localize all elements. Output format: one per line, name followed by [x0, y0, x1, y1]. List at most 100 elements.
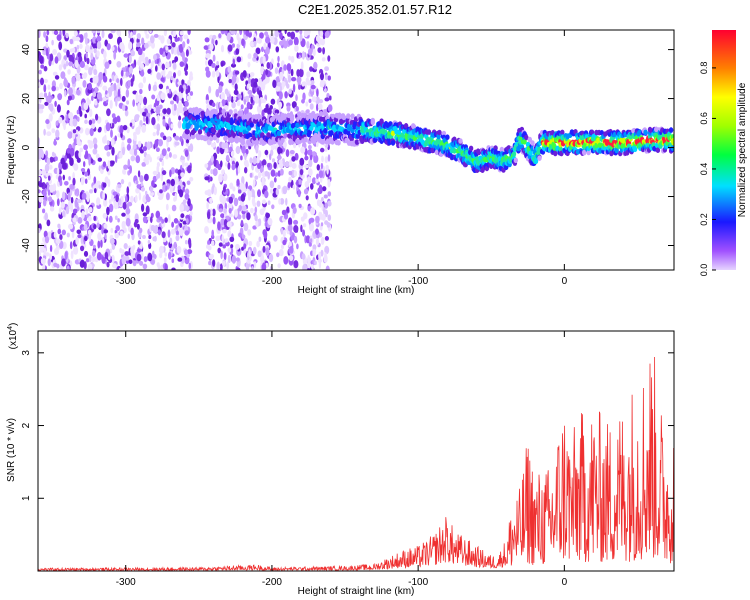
noise-speck: [68, 176, 71, 181]
noise-speck: [165, 185, 168, 191]
noise-speck: [284, 91, 288, 99]
noise-speck: [170, 167, 175, 175]
noise-speck: [122, 201, 127, 210]
noise-speck: [149, 191, 155, 196]
noise-speck: [321, 213, 326, 221]
noise-speck: [118, 267, 125, 270]
noise-speck: [102, 75, 108, 83]
noise-speck: [43, 31, 47, 38]
noise-speck: [66, 265, 70, 270]
ridge-mark: [206, 131, 211, 137]
noise-speck: [173, 176, 179, 185]
noise-speck: [246, 73, 250, 78]
noise-speck: [111, 122, 115, 129]
noise-speck: [158, 195, 164, 200]
noise-speck: [245, 181, 248, 189]
noise-speck: [189, 71, 193, 79]
noise-speck: [54, 100, 57, 107]
noise-speck: [91, 118, 96, 125]
noise-speck: [310, 207, 316, 216]
noise-speck: [72, 217, 77, 223]
ridge-mark: [350, 113, 355, 119]
noise-speck: [326, 222, 331, 228]
noise-speck: [161, 218, 165, 224]
noise-speck: [94, 100, 98, 106]
noise-speck: [308, 145, 312, 150]
noise-speck: [43, 92, 48, 98]
noise-speck: [141, 203, 145, 212]
noise-speck: [44, 235, 50, 244]
noise-speck: [66, 187, 70, 194]
ridge-mark: [527, 136, 532, 143]
noise-speck: [156, 94, 160, 102]
noise-speck: [285, 197, 288, 206]
noise-speck: [242, 212, 246, 220]
noise-speck: [253, 261, 257, 269]
noise-speck: [130, 155, 136, 162]
noise-speck: [54, 156, 58, 161]
noise-speck: [46, 157, 51, 166]
noise-speck: [114, 232, 119, 239]
noise-speck: [96, 197, 101, 206]
ridge-mark: [553, 150, 558, 157]
noise-speck: [182, 199, 187, 204]
noise-speck: [217, 221, 221, 231]
ridge-mark: [317, 121, 322, 127]
noise-speck: [174, 37, 179, 42]
noise-speck: [297, 189, 301, 198]
noise-speck: [270, 169, 276, 177]
noise-speck: [81, 210, 85, 220]
noise-speck: [261, 46, 264, 53]
noise-speck: [115, 154, 118, 163]
noise-speck: [213, 158, 217, 167]
noise-speck: [230, 96, 234, 103]
noise-speck: [229, 146, 233, 153]
snr-series-line: [38, 356, 674, 571]
noise-speck: [223, 148, 229, 154]
noise-speck: [163, 257, 167, 264]
noise-speck: [215, 235, 221, 242]
noise-speck: [184, 205, 190, 212]
noise-speck: [158, 83, 164, 90]
noise-speck: [43, 128, 46, 136]
noise-speck: [177, 37, 180, 42]
noise-speck: [136, 223, 140, 230]
noise-speck: [63, 89, 67, 97]
svg-text:(x104): (x104): [7, 323, 19, 350]
noise-speck: [148, 59, 151, 64]
noise-speck: [133, 30, 137, 36]
noise-speck: [127, 158, 131, 168]
noise-speck: [238, 232, 242, 238]
noise-speck: [174, 141, 180, 146]
noise-speck: [293, 219, 299, 225]
noise-speck: [135, 155, 141, 164]
noise-speck: [280, 244, 285, 250]
noise-speck: [150, 216, 153, 224]
noise-speck: [143, 115, 146, 122]
noise-speck: [216, 146, 220, 154]
noise-speck: [252, 225, 257, 230]
noise-speck: [145, 60, 150, 66]
ridge-mark: [303, 136, 308, 143]
noise-speck: [218, 173, 223, 183]
noise-speck: [300, 61, 304, 70]
noise-speck: [67, 131, 73, 139]
noise-speck: [184, 240, 188, 245]
ridge-mark: [296, 111, 302, 117]
noise-speck: [118, 198, 122, 206]
noise-speck: [142, 76, 146, 84]
noise-speck: [68, 54, 74, 62]
noise-speck: [38, 69, 42, 75]
noise-speck: [184, 188, 190, 196]
noise-speck: [151, 94, 156, 100]
noise-speck: [89, 49, 94, 54]
noise-speck: [268, 218, 271, 223]
noise-speck: [209, 197, 213, 204]
noise-speck: [310, 84, 316, 90]
noise-speck: [327, 191, 332, 197]
noise-speck: [42, 263, 46, 270]
noise-speck: [103, 198, 108, 207]
noise-speck: [184, 100, 189, 107]
noise-speck: [243, 159, 249, 167]
